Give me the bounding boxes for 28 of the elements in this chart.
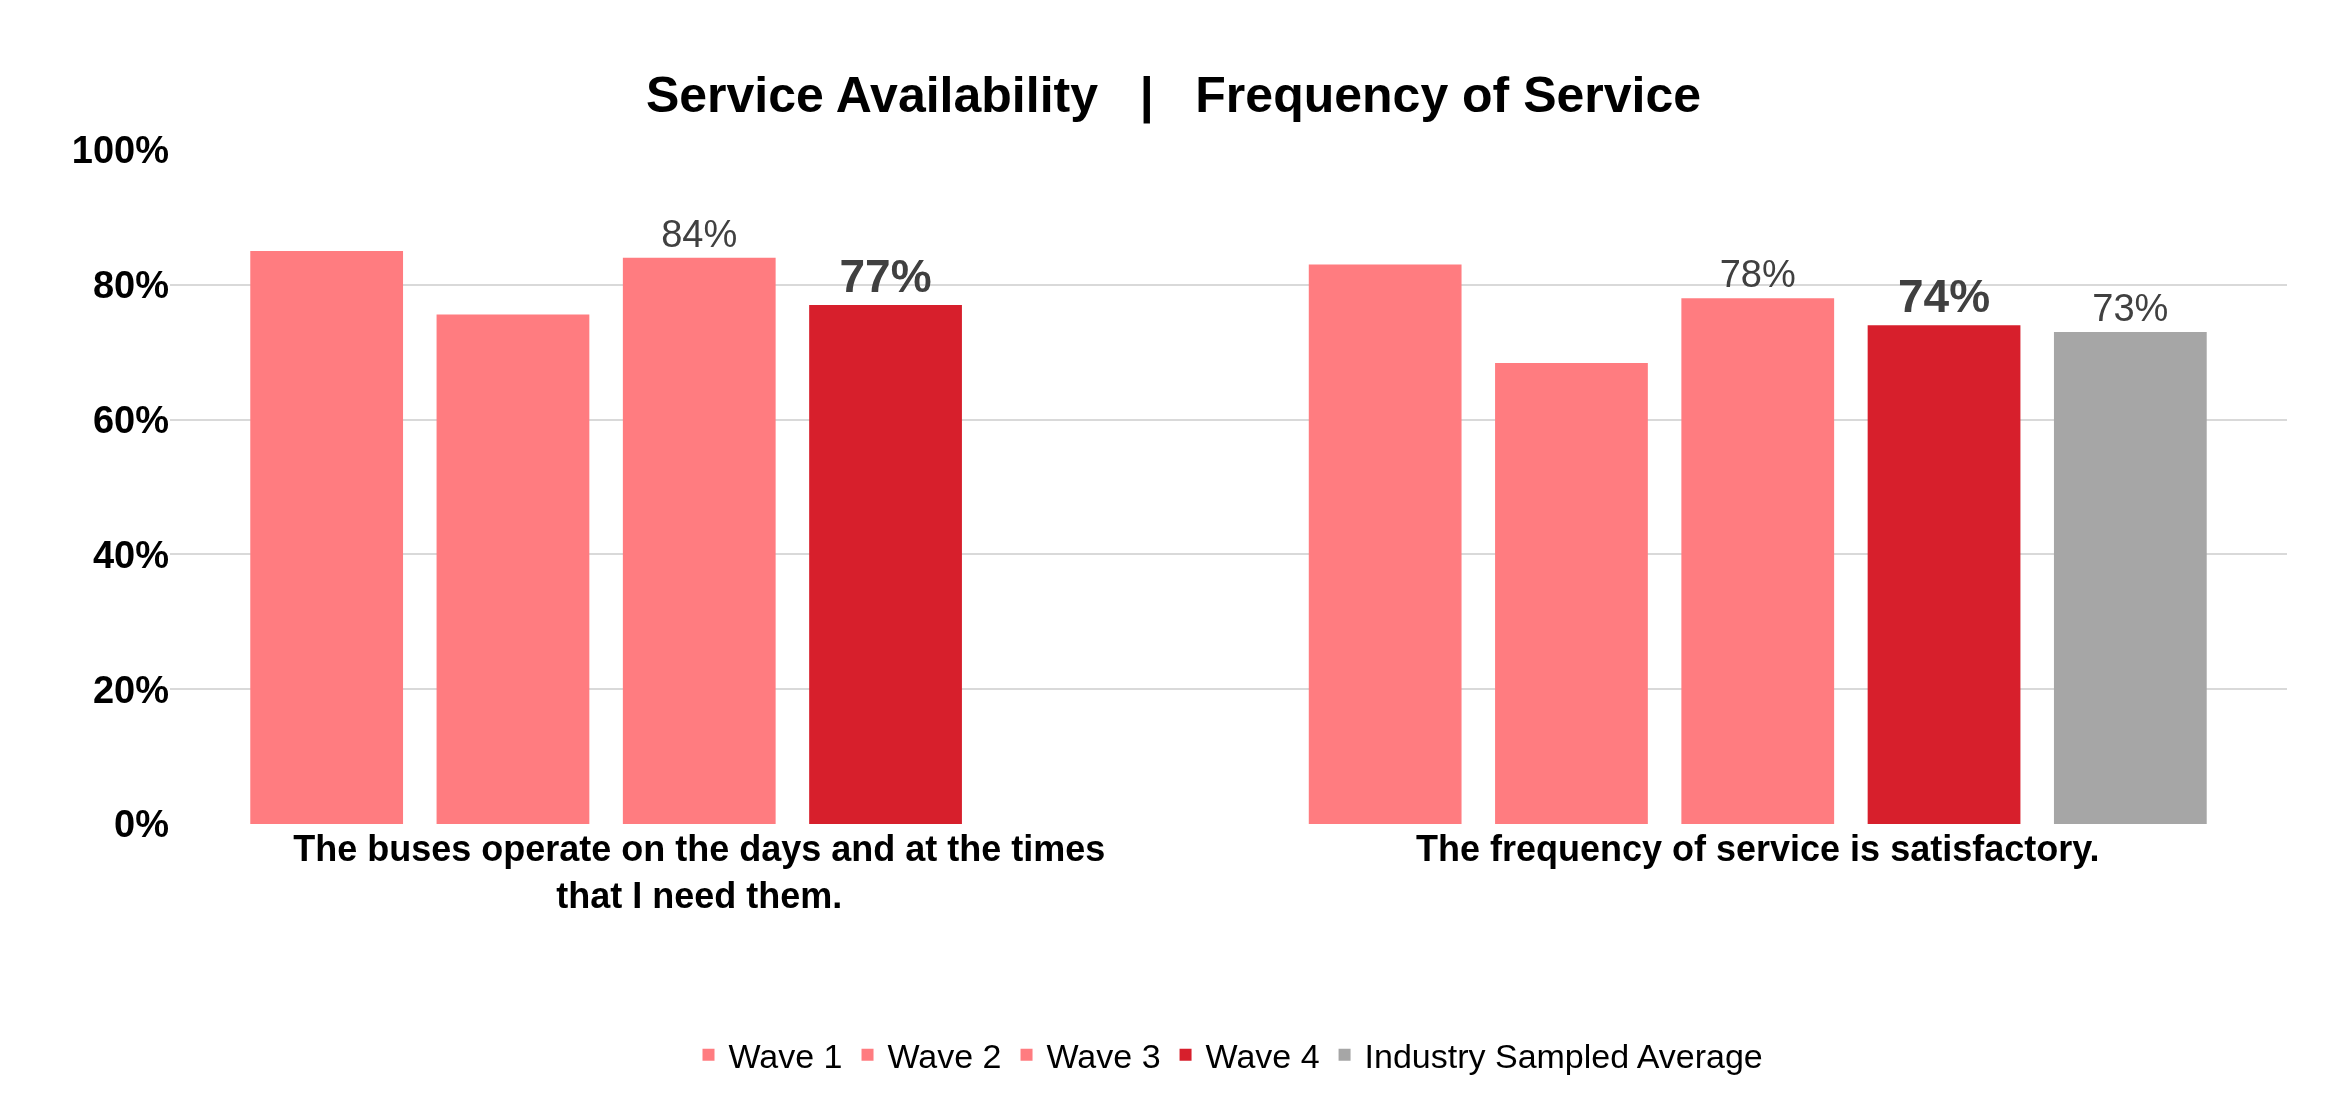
bar <box>436 314 590 824</box>
bar <box>2053 331 2207 824</box>
legend-label: Industry Sampled Average <box>1364 1037 1763 1076</box>
legend-label: Wave 4 <box>1205 1037 1320 1076</box>
data-label: 73% <box>2092 286 2169 329</box>
bar <box>1867 325 2021 824</box>
x-tick-label: The frequency of service is satisfactory. <box>1415 828 2100 869</box>
data-label: 74% <box>1898 270 1991 323</box>
legend-label: Wave 3 <box>1046 1037 1161 1076</box>
bar <box>250 251 404 824</box>
y-tick-label: 60% <box>92 398 169 441</box>
data-label: 78% <box>1719 253 1796 296</box>
chart-title: Service Availability | Frequency of Service <box>645 66 1702 124</box>
legend-label: Wave 1 <box>728 1037 843 1076</box>
data-label: 77% <box>839 250 932 303</box>
bar <box>1495 362 1648 824</box>
y-tick-label: 100% <box>71 129 169 172</box>
y-tick-label: 20% <box>92 668 169 711</box>
y-tick-label: 80% <box>92 264 169 307</box>
legend-label: Wave 2 <box>887 1037 1002 1076</box>
data-label: 84% <box>661 212 738 255</box>
y-tick-label: 0% <box>114 803 169 846</box>
bar <box>1308 264 1462 824</box>
x-tick-label: The buses operate on the days and at the times that I need them. <box>293 828 1106 916</box>
bar <box>809 305 962 824</box>
y-tick-label: 40% <box>92 533 169 576</box>
bar <box>1681 298 1835 824</box>
bar <box>622 257 776 824</box>
